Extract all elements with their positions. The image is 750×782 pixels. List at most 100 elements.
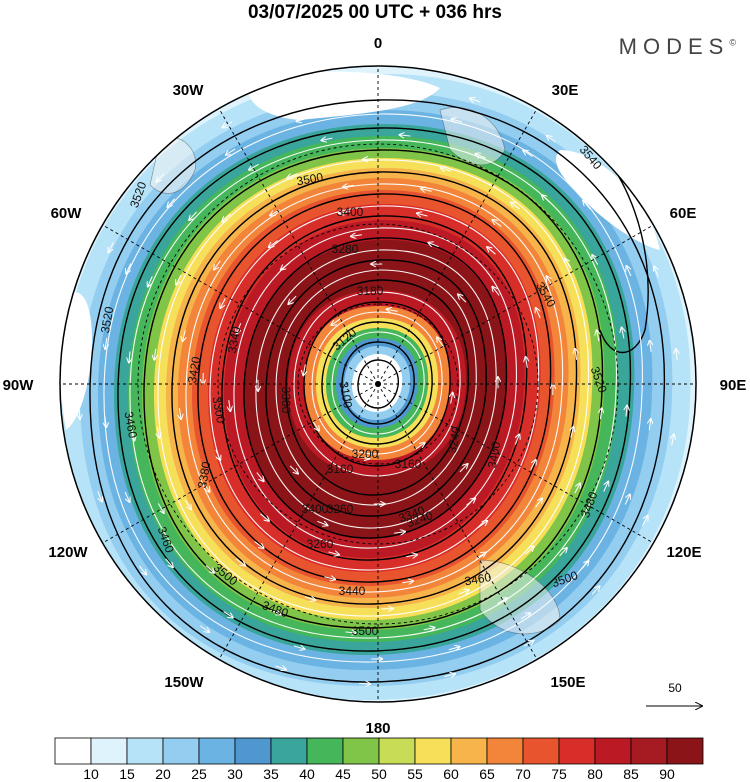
wind-arrow [428, 243, 439, 247]
wind-arrow [183, 330, 186, 341]
wind-arrow [256, 472, 264, 482]
brand-name: MODES [618, 34, 730, 59]
wind-arrow [281, 262, 290, 270]
wind-arrow [108, 242, 114, 252]
colorbar: 10 15 20 25 30 35 40 45 50 55 60 65 70 75 80 85 90 [54, 737, 704, 782]
wind-arrow [622, 328, 624, 339]
wind-arrow [387, 309, 398, 311]
colorbar-swatch [306, 737, 344, 765]
wind-arrow [597, 330, 599, 342]
wind-arrow [575, 349, 577, 360]
wind-arrow [343, 185, 354, 187]
wind-arrow [223, 611, 233, 618]
wind-arrow [423, 628, 435, 630]
wind-arrow [205, 565, 214, 572]
wind-arrow [610, 193, 618, 203]
colorbar-swatch [414, 737, 452, 765]
wind-arrow [184, 499, 191, 509]
colorbar-label: 50 [371, 766, 387, 782]
wind-arrow [288, 295, 297, 304]
colorbar-swatch [630, 737, 668, 765]
colorbar-swatch [270, 737, 308, 765]
meridian-line [377, 224, 654, 385]
wind-arrow [676, 349, 677, 361]
wind-arrow [312, 421, 319, 431]
wind-arrow [322, 138, 333, 140]
wind-arrow [132, 429, 134, 441]
contour-label: 3300 [279, 387, 293, 414]
wind-arrow [559, 548, 566, 557]
colorbar-label: 20 [155, 766, 171, 782]
pole-marker [375, 381, 381, 387]
wind-arrow [536, 308, 541, 319]
colorbar-swatch [378, 737, 416, 765]
longitude-label: 150E [550, 674, 585, 691]
wind-arrow [591, 586, 600, 595]
wind-arrow [402, 581, 413, 583]
wind-arrow [215, 449, 220, 460]
calm-patch-ne [555, 150, 660, 250]
contour-label: 3460 [463, 570, 492, 588]
contour-label: 3240 [445, 425, 463, 454]
wind-arrow [672, 434, 674, 446]
wind-arrow [226, 148, 236, 155]
wind-arrow [297, 118, 308, 121]
colorbar-label: 80 [587, 766, 603, 782]
wind-arrow [476, 154, 486, 159]
colorbar-swatch [162, 737, 200, 765]
wind-arrow [547, 136, 557, 143]
wind-arrow [592, 255, 599, 265]
wind-arrow [437, 337, 444, 347]
meridian-line [377, 108, 538, 385]
wind-arrow [324, 577, 335, 580]
reference-vector: 50 [646, 681, 702, 706]
wind-arrow [157, 503, 163, 513]
colorbar-swatch [594, 737, 632, 765]
contour-label: 3160 [327, 462, 354, 476]
wind-arrow [441, 168, 452, 171]
wind-arrow [650, 341, 652, 352]
map-title: 03/07/2025 00 UTC + 036 hrs [247, 2, 503, 23]
wind-arrow [458, 294, 467, 303]
contour-label: 3260 [327, 502, 354, 516]
colorbar-swatch [486, 737, 524, 765]
contour-label: 3300 [210, 395, 228, 424]
calm-patch-north [248, 71, 440, 120]
contour-label: 3100 [337, 380, 355, 409]
wind-arrow [574, 483, 580, 494]
meridian-line [102, 224, 379, 385]
reference-vector-label: 50 [668, 681, 682, 695]
wind-arrow [148, 276, 153, 286]
wind-arrow [189, 211, 197, 220]
wind-arrow [269, 240, 278, 248]
wind-arrow [542, 195, 551, 203]
colorbar-swatch [342, 737, 380, 765]
wind-arrow [236, 558, 245, 566]
wind-arrow [176, 274, 182, 285]
colorbar-label: 45 [335, 766, 351, 782]
wind-arrow [526, 357, 528, 368]
contour-label: 3380 [195, 460, 213, 489]
wind-arrow [406, 555, 417, 557]
contour-label: 3400 [485, 440, 503, 469]
wind-arrow [339, 211, 350, 213]
contour-label: 3520 [98, 305, 116, 334]
wind-arrow [222, 121, 233, 128]
wind-arrow [626, 406, 627, 417]
colorbar-label: 55 [407, 766, 423, 782]
wind-arrow [165, 558, 173, 567]
longitude-labels: 0 30E 60E 90E 120E 150E 180 150W 120W 90W 60W 30W [3, 35, 747, 737]
wind-arrow [458, 590, 469, 594]
meridian-line [102, 383, 379, 544]
wind-arrow [222, 213, 231, 221]
longitude-label: 30W [173, 82, 205, 99]
longitude-label: 180 [365, 720, 390, 737]
colorbar-swatch [126, 737, 164, 765]
colorbar-label: 75 [551, 766, 567, 782]
wind-arrow [452, 119, 463, 122]
colorbar-swatch [198, 737, 236, 765]
graticule [60, 66, 696, 702]
meridian-line [218, 108, 379, 385]
wind-arrow [317, 521, 327, 525]
wind-arrows [79, 84, 677, 684]
